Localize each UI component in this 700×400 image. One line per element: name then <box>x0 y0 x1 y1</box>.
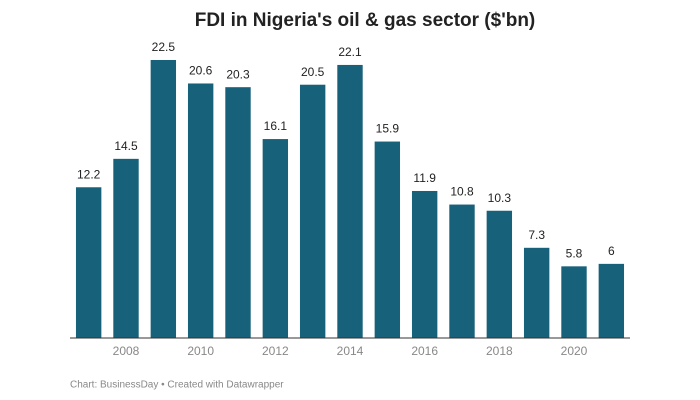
value-label: 22.1 <box>338 45 362 59</box>
x-tick-label: 2010 <box>187 344 214 358</box>
bar <box>598 263 625 338</box>
bar <box>187 83 214 338</box>
value-label: 20.3 <box>226 67 250 81</box>
bar <box>561 266 587 338</box>
value-label: 11.9 <box>413 171 436 185</box>
value-label: 10.8 <box>450 185 474 199</box>
bar <box>150 60 177 338</box>
value-label: 16.1 <box>264 119 288 133</box>
bar <box>75 187 102 338</box>
value-label: 5.8 <box>566 247 583 261</box>
bar <box>113 158 139 338</box>
value-label: 10.3 <box>488 191 512 205</box>
x-tick-label: 2020 <box>561 344 588 358</box>
value-label: 12.2 <box>77 167 101 181</box>
x-tick-label: 2014 <box>337 344 364 358</box>
bar <box>523 247 550 338</box>
chart-title: FDI in Nigeria's oil & gas sector ($'bn) <box>195 10 536 31</box>
bar <box>299 84 326 338</box>
bar <box>337 64 363 338</box>
value-label: 22.5 <box>152 40 176 54</box>
bar <box>262 139 289 338</box>
x-tick-label: 2016 <box>411 344 438 358</box>
x-tick-label: 2008 <box>113 344 140 358</box>
value-label: 20.5 <box>301 65 325 79</box>
value-label: 6 <box>608 244 615 258</box>
footer: Chart: BusinessDay • Created with Datawr… <box>70 380 284 391</box>
value-label: 14.5 <box>114 139 138 153</box>
bar <box>449 204 475 338</box>
x-tick-label: 2018 <box>486 344 513 358</box>
value-label: 15.9 <box>376 122 400 136</box>
bar <box>411 190 438 338</box>
value-label: 7.3 <box>528 228 545 242</box>
bar <box>374 141 401 338</box>
value-label: 20.6 <box>189 64 213 78</box>
x-tick-label: 2012 <box>262 344 289 358</box>
bar <box>486 210 513 338</box>
bar <box>225 87 251 338</box>
